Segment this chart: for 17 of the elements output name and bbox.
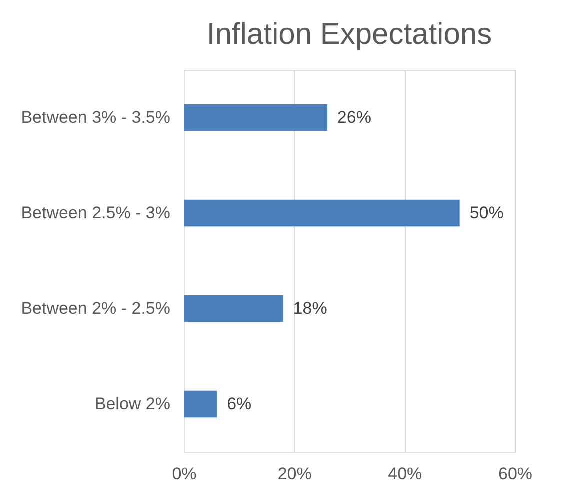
- x-tick-label: 0%: [172, 464, 197, 484]
- x-tick-label: 60%: [498, 464, 533, 484]
- y-tick-label: Between 2.5% - 3%: [21, 203, 170, 222]
- x-tick-label: 20%: [278, 464, 312, 484]
- bar: [184, 200, 460, 227]
- chart-title: Inflation Expectations: [206, 18, 492, 51]
- data-label: 18%: [293, 298, 328, 318]
- x-tick-label: 40%: [388, 464, 422, 484]
- y-tick-label: Below 2%: [94, 394, 170, 414]
- y-tick-label: Between 2% - 2.5%: [21, 298, 170, 318]
- y-tick-label: Between 3% - 3.5%: [21, 108, 170, 127]
- bar: [184, 104, 328, 132]
- data-label: 26%: [337, 108, 372, 127]
- bar: [184, 390, 218, 418]
- data-label: 50%: [470, 203, 504, 222]
- data-label: 6%: [227, 394, 252, 414]
- bar: [184, 295, 284, 322]
